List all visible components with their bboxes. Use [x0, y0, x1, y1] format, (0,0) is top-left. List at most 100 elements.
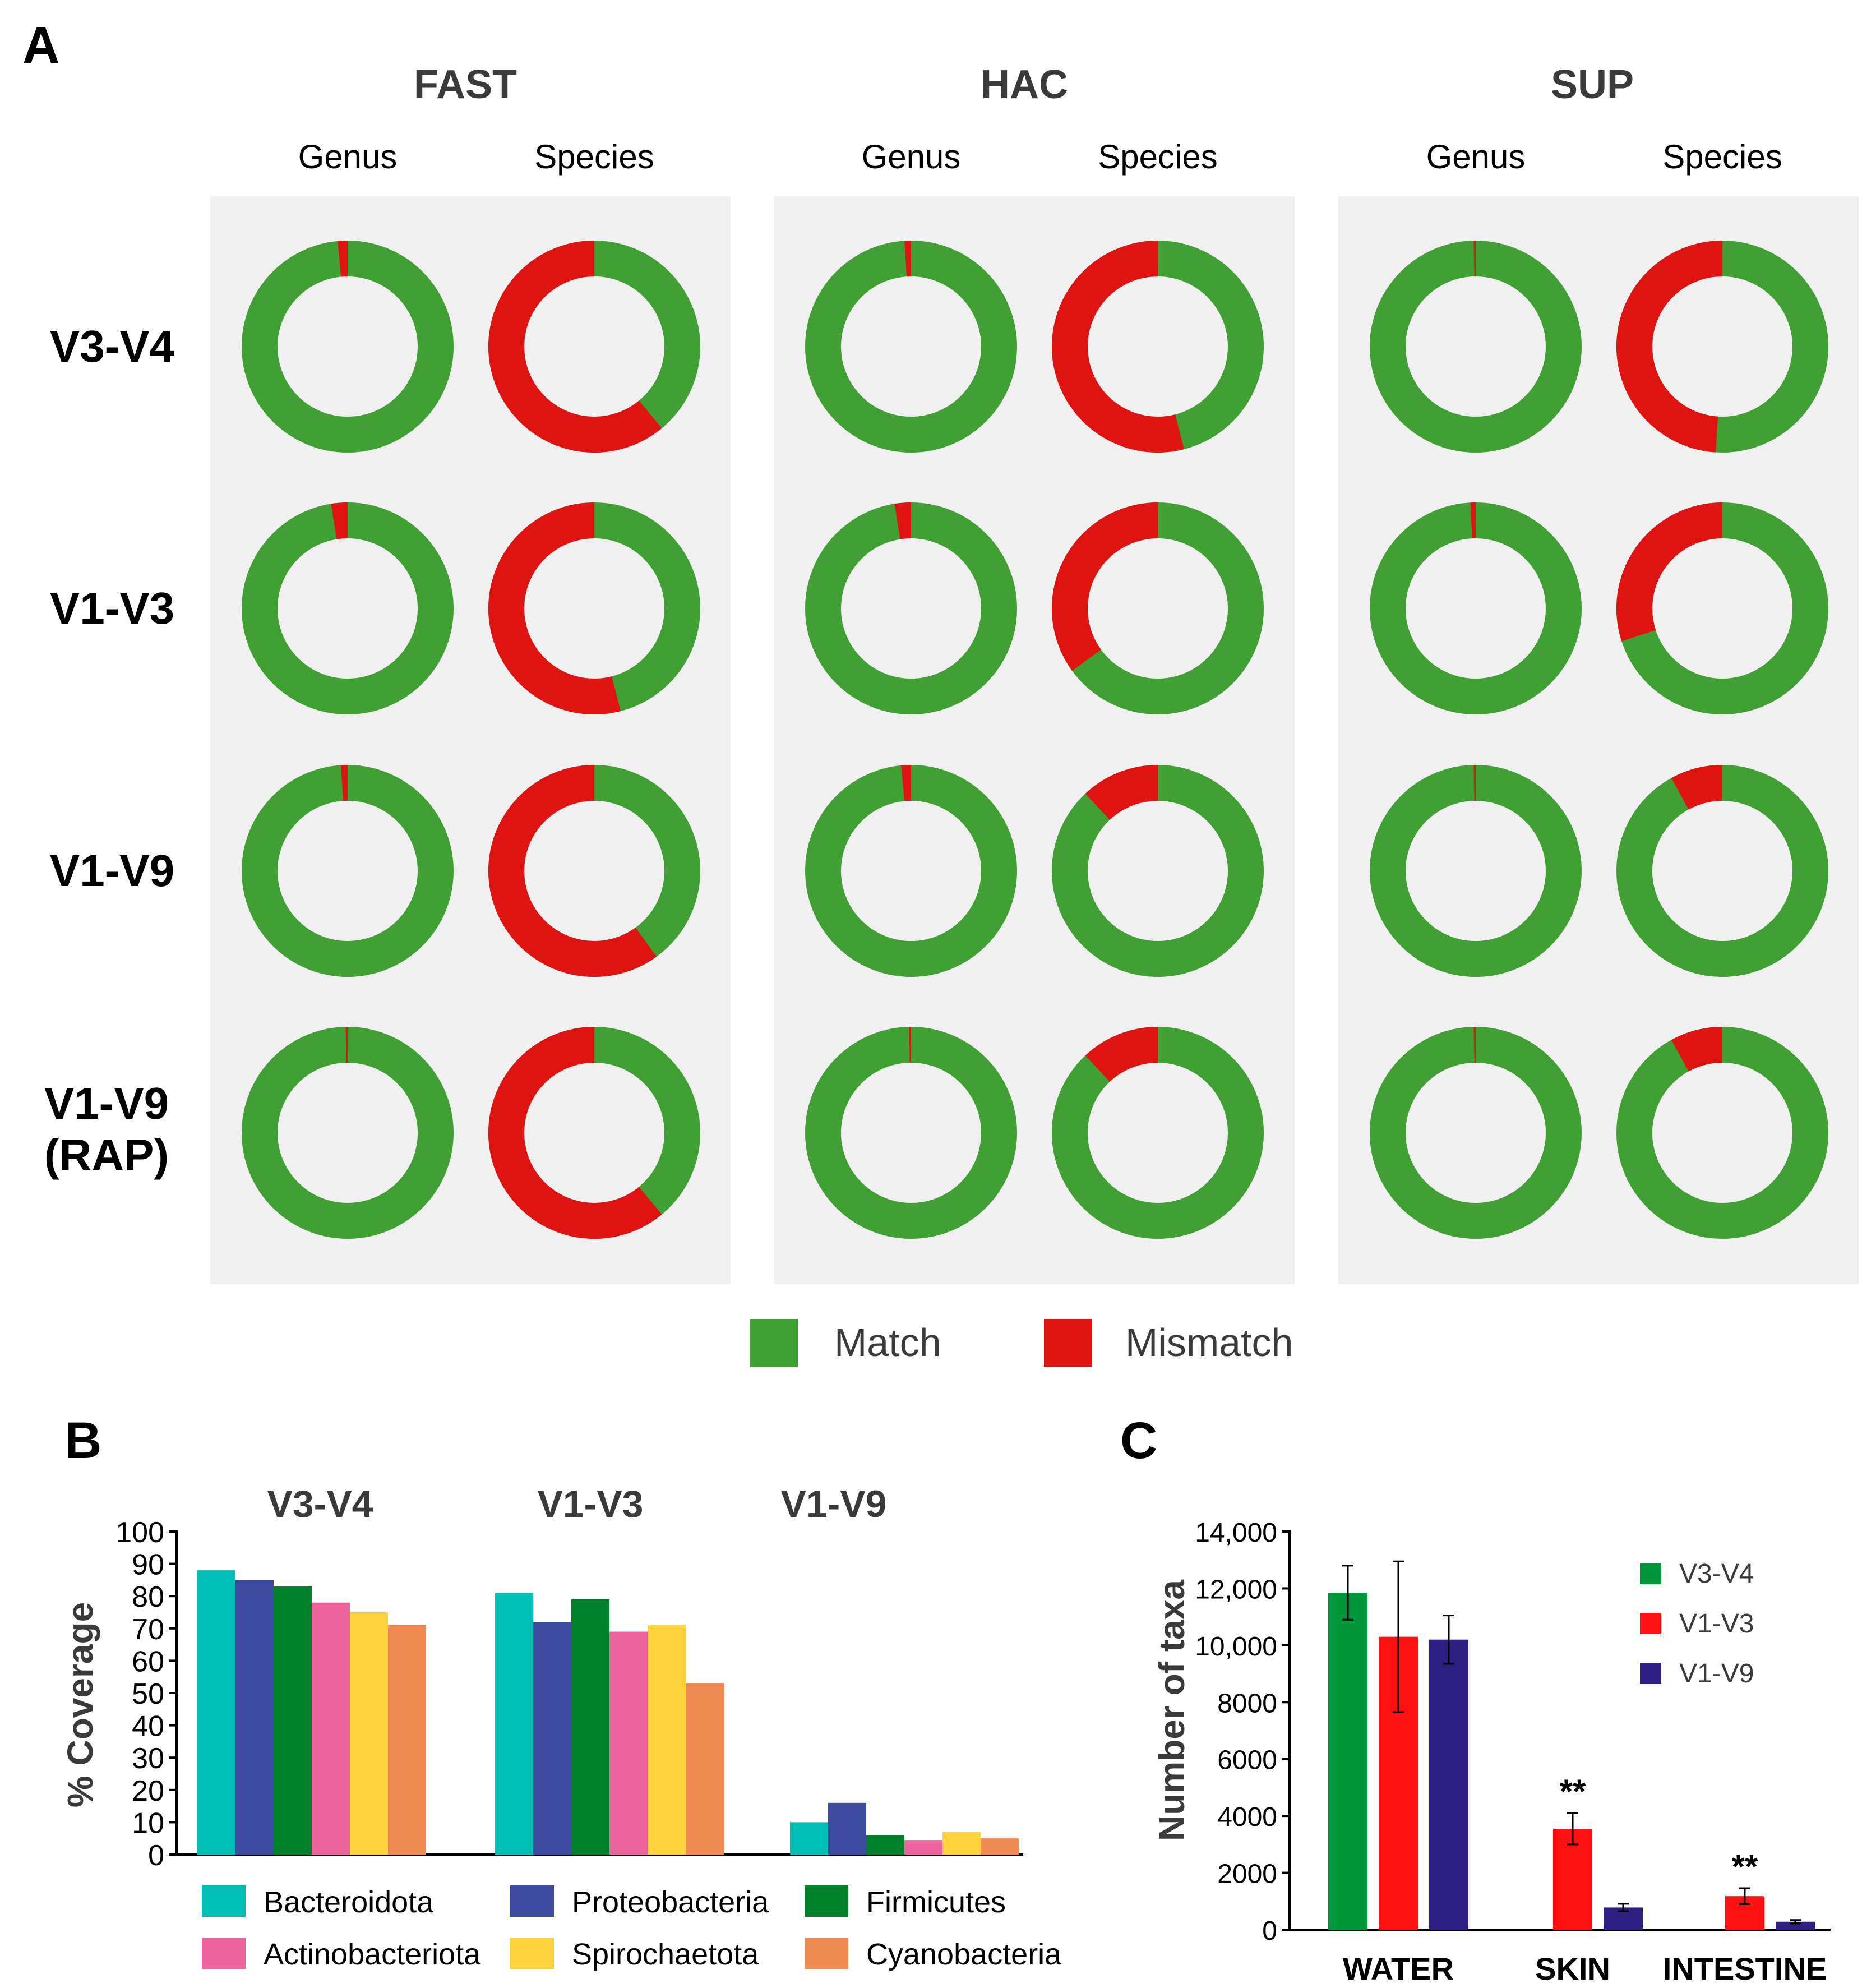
panel-b-bar: [648, 1625, 686, 1855]
panel-c-label: C: [1120, 1412, 1157, 1469]
panel-b-bar: [350, 1612, 388, 1855]
donut-v1-v3-sup-species-mismatch-arc: [1616, 502, 1828, 714]
donut-v3-v4-hac-species-mismatch-arc: [1052, 241, 1264, 453]
legend-mismatch-label: Mismatch: [1125, 1321, 1293, 1364]
donut-v1-v9-rap-sup-genus-match-arc: [1370, 1027, 1582, 1239]
panel-b-y-tick-label: 40: [132, 1710, 164, 1743]
panel-a-fast-bg: [210, 196, 731, 1284]
panel-b-y-tick-label: 60: [132, 1645, 164, 1678]
panel-b-y-tick-label: 80: [132, 1581, 164, 1613]
panel-b-y-tick-label: 50: [132, 1678, 164, 1710]
donut-grid: [242, 241, 1828, 1239]
level-hac-species: Species: [1098, 138, 1217, 176]
panel-b-y-tick-label: 100: [115, 1516, 164, 1549]
panel-b-bar: [942, 1832, 981, 1855]
donut-v1-v3-sup-genus-match-arc: [1370, 502, 1582, 714]
donut-v1-v9-rap-fast-genus-match-arc: [242, 1027, 454, 1239]
panel-b-bar: [790, 1822, 828, 1855]
level-sup-species: Species: [1662, 138, 1782, 176]
panel-b-bar: [904, 1840, 942, 1855]
panel-b-legend-swatch: [805, 1885, 848, 1917]
panel-b-bar: [981, 1838, 1019, 1855]
panel-b-legend-swatch: [202, 1938, 246, 1969]
panel-c-legend-label: V3-V4: [1679, 1559, 1754, 1589]
panel-c-y-tick-label: 6000: [1217, 1746, 1277, 1775]
panel-b-bar: [388, 1625, 426, 1855]
panel-a-label: A: [22, 17, 59, 74]
region-label-v3-v4: V3-V4: [50, 321, 175, 371]
donut-v1-v9-fast-genus-match-arc: [242, 765, 454, 977]
donut-v3-v4-sup-species-mismatch-arc: [1616, 241, 1828, 453]
panel-c-x-tick-label: SKIN: [1535, 1951, 1610, 1986]
donut-v1-v3-fast-species-mismatch-arc: [488, 502, 700, 714]
panel-b-legend: Bacteroidota Proteobacteria Firmicutes Acti…: [202, 1885, 1062, 1971]
region-label-v1-v9: V1-V9: [50, 846, 174, 896]
donut-v1-v9-rap-hac-genus-match-arc: [805, 1027, 1017, 1239]
donut-v3-v4-fast-genus-mismatch-arc: [242, 241, 454, 453]
panel-c-legend-label: V1-V9: [1679, 1659, 1754, 1689]
donut-v1-v9-fast-genus-mismatch-arc: [242, 765, 454, 977]
panel-b-y-tick-label: 10: [132, 1807, 164, 1839]
panel-b-bar: [686, 1683, 724, 1855]
panel-b-y-tick-label: 30: [132, 1742, 164, 1775]
panel-b-legend-label: Bacteroidota: [264, 1885, 434, 1919]
panel-b-bar: [533, 1622, 571, 1855]
panel-b-group-title-v3-v4: V3-V4: [267, 1483, 373, 1525]
panel-c-x-tick-label: WATER: [1343, 1951, 1454, 1986]
panel-b-label: B: [64, 1412, 101, 1469]
donut-v1-v9-rap-sup-genus-mismatch-arc: [1370, 1027, 1582, 1239]
panel-b-y-tick-label: 90: [132, 1549, 164, 1581]
panel-c-bar: [1328, 1593, 1367, 1930]
panel-b-legend-label: Proteobacteria: [572, 1885, 769, 1919]
panel-b-legend-swatch: [510, 1938, 554, 1969]
donut-v1-v9-rap-sup-species-mismatch-arc: [1616, 1027, 1828, 1239]
panel-b-legend-swatch: [805, 1938, 848, 1969]
donut-v3-v4-fast-genus-match-arc: [242, 241, 454, 453]
donut-v1-v3-hac-species-mismatch-arc: [1052, 502, 1264, 714]
donut-v3-v4-sup-genus-mismatch-arc: [1370, 241, 1582, 453]
panel-b-bar: [828, 1802, 866, 1855]
panel-c-y-axis-label: Number of taxa: [1152, 1580, 1192, 1841]
basecaller-fast: FAST: [414, 62, 517, 107]
panel-c-legend-swatch: [1640, 1663, 1661, 1684]
donut-v1-v9-hac-genus-match-arc: [805, 765, 1017, 977]
donut-v1-v9-sup-species-mismatch-arc: [1616, 765, 1828, 977]
panel-b-y-tick-label: 20: [132, 1775, 164, 1807]
panel-a-sup-bg: [1338, 196, 1859, 1284]
panel-b-bar: [197, 1570, 235, 1855]
donut-v1-v9-rap-fast-genus-mismatch-arc: [242, 1027, 454, 1239]
panel-b-bar: [571, 1599, 609, 1855]
legend-mismatch-swatch: [1044, 1319, 1092, 1367]
panel-b-legend-label: Actinobacteriota: [264, 1938, 481, 1971]
donut-v1-v3-hac-genus-match-arc: [805, 502, 1017, 714]
panel-c-significance-marker: **: [1732, 1848, 1758, 1885]
panel-c-y-tick-label: 2000: [1217, 1860, 1277, 1889]
panel-c-y-tick-label: 10,000: [1195, 1632, 1277, 1662]
donut-v1-v9-sup-genus-mismatch-arc: [1370, 765, 1582, 977]
donut-v1-v9-rap-hac-genus-mismatch-arc: [805, 1027, 1017, 1239]
donut-v3-v4-sup-genus-match-arc: [1370, 241, 1582, 453]
panel-c-bar: [1776, 1921, 1815, 1930]
donut-v1-v9-fast-species-mismatch-arc: [488, 765, 700, 977]
panel-c-legend-label: V1-V3: [1679, 1609, 1754, 1639]
level-fast-species: Species: [534, 138, 654, 176]
panel-b-bar: [274, 1586, 312, 1855]
panel-b-y-tick-label: 70: [132, 1613, 164, 1646]
region-label-v1-v9-rap: V1-V9 (RAP): [44, 1078, 169, 1180]
panel-b-bar: [235, 1580, 274, 1855]
panel-c-bar: [1429, 1639, 1468, 1930]
panel-c-legend-swatch: [1640, 1563, 1661, 1584]
basecaller-hac: HAC: [981, 62, 1068, 107]
panel-c-x-tick-label: INTESTINE: [1663, 1951, 1827, 1986]
donut-v1-v3-hac-genus-mismatch-arc: [805, 502, 1017, 715]
panel-b-bar: [312, 1602, 350, 1855]
panel-b-legend-label: Firmicutes: [866, 1885, 1006, 1919]
panel-b-bar: [866, 1835, 904, 1855]
panel-b-y-axis-label: % Coverage: [60, 1602, 100, 1807]
panel-b-y-tick-label: 0: [148, 1839, 164, 1872]
donut-v1-v9-hac-species-mismatch-arc: [1052, 765, 1264, 977]
panel-c-y-tick-label: 12,000: [1195, 1575, 1277, 1604]
level-hac-genus: Genus: [862, 138, 961, 176]
panel-a: A FAST HAC SUP Genus Species Genus Speci…: [22, 17, 1859, 1367]
